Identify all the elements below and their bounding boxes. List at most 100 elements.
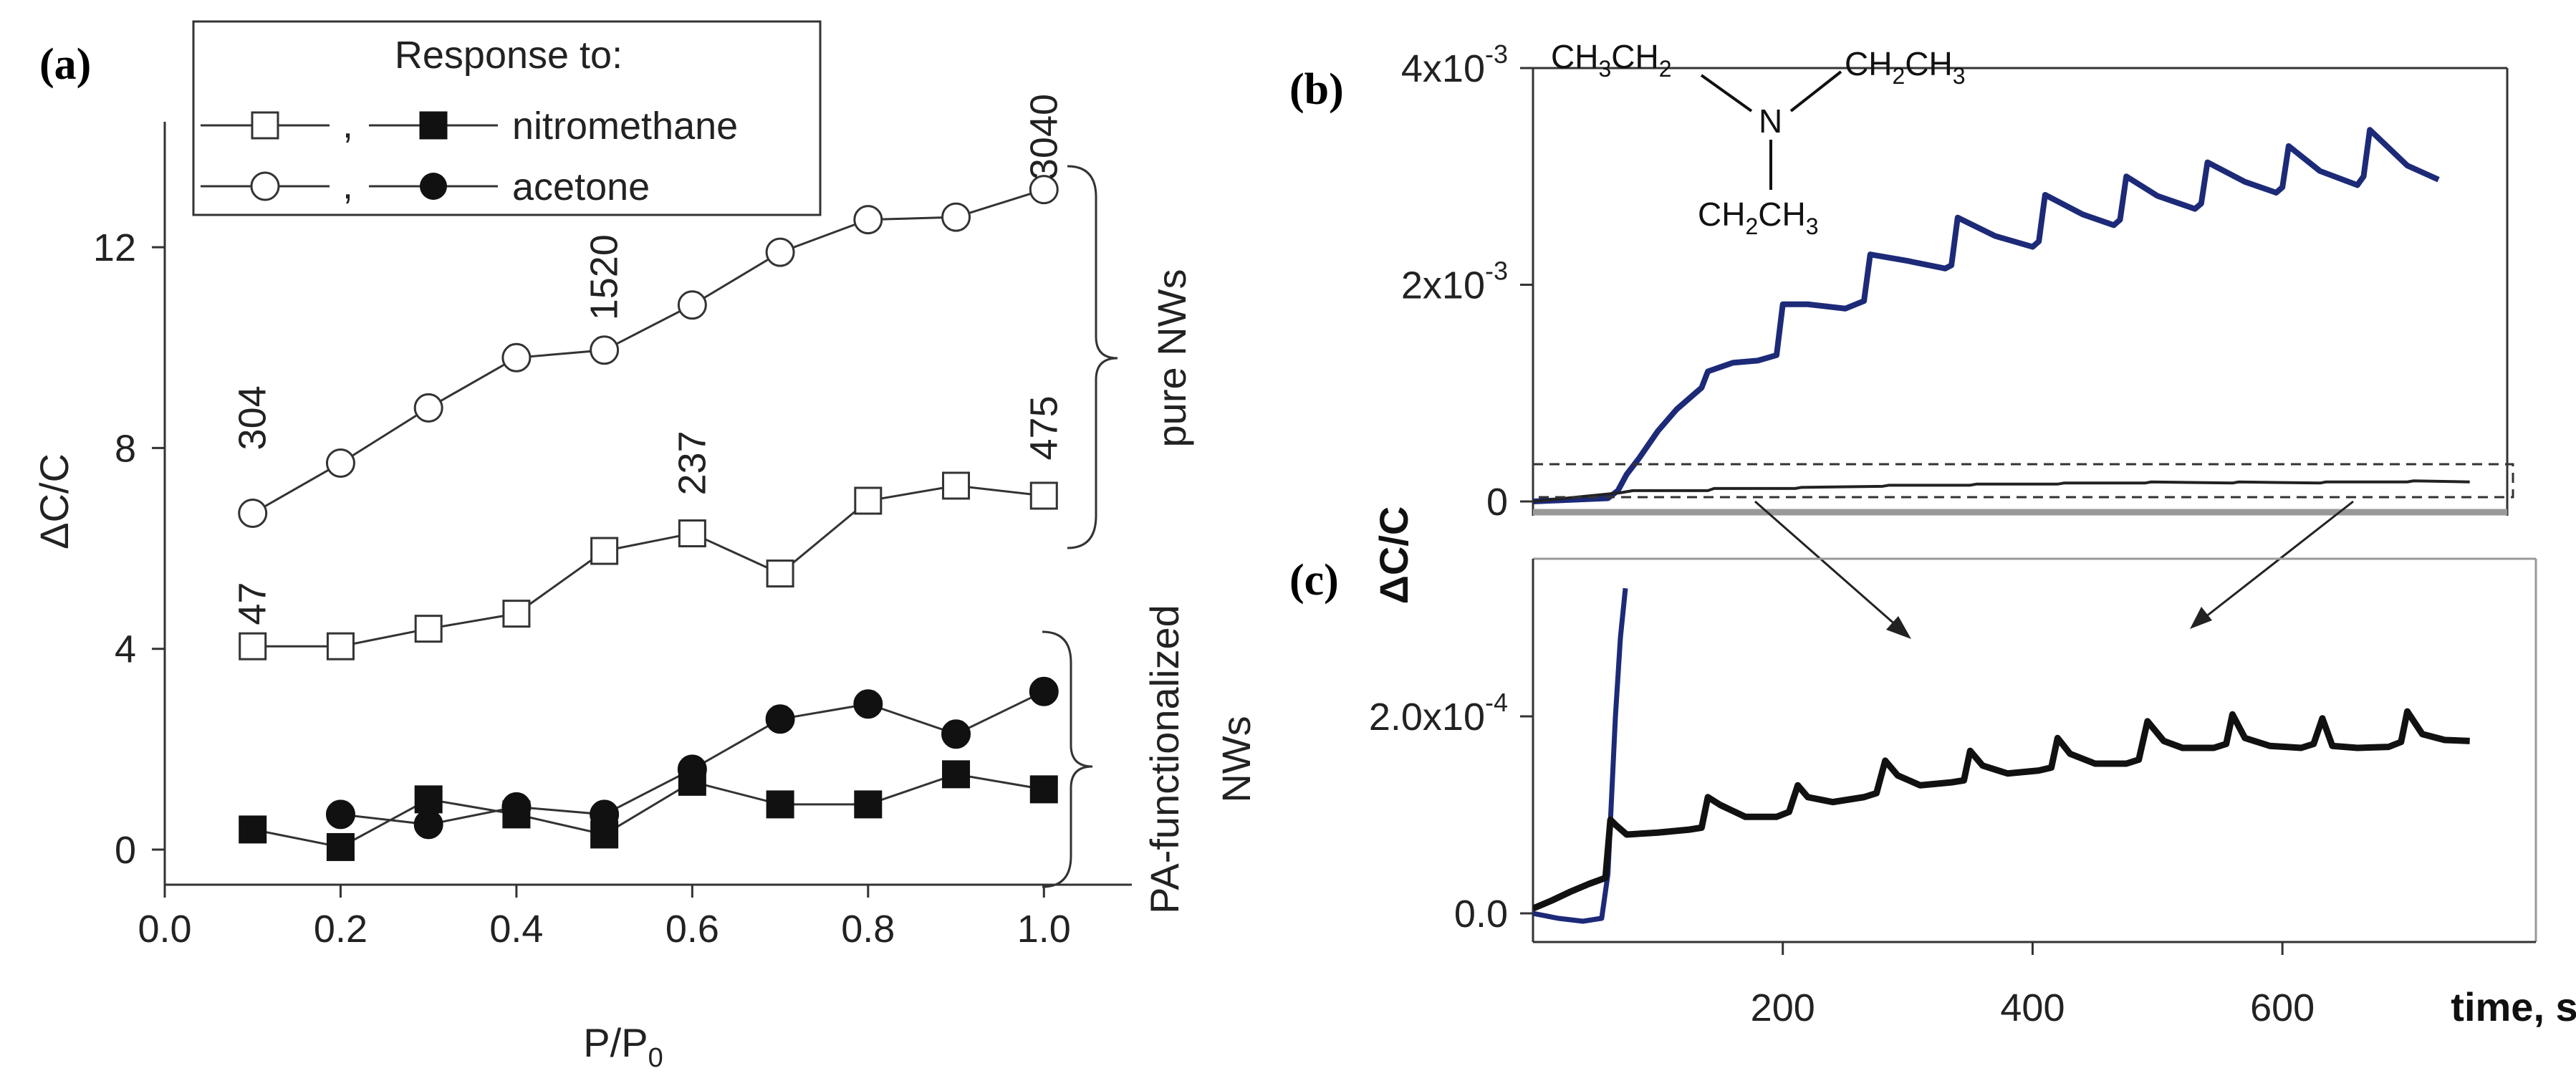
legend-marker-open-square: [251, 111, 279, 140]
annotation-label: 47: [231, 582, 274, 625]
data-point-open-square: [502, 600, 531, 628]
panel-b-y-label: ΔC/C: [1371, 506, 1416, 605]
chem-bond-right: [1789, 70, 1842, 112]
zoom-region-box: [1532, 463, 2514, 499]
panel-c-x-ticks: 200 400 600: [1751, 942, 2315, 1029]
zoom-arrow-left: [1754, 500, 1903, 632]
data-point-open-square: [678, 519, 706, 548]
panel-a-x-label: P/P0: [583, 1020, 663, 1073]
chem-group-right: CH2CH3: [1845, 45, 1966, 89]
bracket-pure-nws: [1067, 165, 1118, 549]
panel-c-y-tick-label: 0.0: [1454, 893, 1508, 936]
panel-c: (c) 0.0 2.0x10-4 200 400 600 time, s: [1289, 556, 2576, 1029]
data-point-open-circle: [765, 237, 795, 267]
legend-marker-open-circle: [250, 171, 280, 201]
panel-c-y-tick-label: 2.0x10-4: [1369, 688, 1508, 739]
panel-a-x-ticks: 0.0 0.2 0.4 0.6 0.8 1.0: [138, 885, 1071, 951]
legend-sep-1: ,: [342, 103, 353, 146]
data-point-open-square: [854, 486, 883, 515]
tick-base: 0.0: [1454, 893, 1508, 936]
panel-a-y-label: ΔC/C: [32, 453, 77, 549]
panel-a-x-label-sub: 0: [648, 1043, 663, 1073]
panel-a-x-tick-label: 0.0: [138, 908, 191, 951]
data-point-open-circle: [677, 290, 707, 320]
trace-pure-nws: [1532, 127, 2440, 504]
panel-a-series: [238, 175, 1059, 861]
legend-frame: [192, 20, 822, 216]
data-point-open-square: [766, 559, 794, 588]
data-point-filled-square: [766, 790, 794, 819]
data-point-filled-circle: [325, 799, 355, 830]
series-line-1: [252, 484, 1044, 648]
panel-c-label: (c): [1289, 556, 1339, 605]
panel-c-x-tick-label: 600: [2250, 986, 2315, 1029]
panel-c-series: [1533, 587, 2470, 924]
data-point-filled-square: [942, 760, 971, 789]
panel-a-y-tick-label: 0: [115, 829, 136, 872]
chem-nitrogen: N: [1759, 102, 1782, 140]
series-line-0: [251, 188, 1044, 514]
data-point-open-circle: [590, 335, 620, 365]
data-point-filled-circle: [413, 809, 443, 840]
data-point-open-circle: [238, 499, 268, 529]
trace-pa-functionalized-nws-zoom: [1533, 708, 2470, 912]
annotation-label: 1520: [583, 234, 626, 320]
data-point-open-square: [239, 632, 267, 660]
data-point-filled-square: [1029, 775, 1058, 804]
panel-b-label: (b): [1289, 65, 1344, 114]
trace-pure-nws-zoom: [1533, 587, 1628, 924]
panel-a-x-tick-label: 1.0: [1017, 908, 1071, 951]
panel-a-x-label-main: P/P: [583, 1020, 648, 1065]
panel-a-annotations: 3040 1520 304 237 475 47: [231, 94, 1066, 625]
bracket-pa-functionalized: [1042, 630, 1093, 888]
tick-base: 4x10: [1401, 47, 1485, 90]
zoom-arrow-left-head: [1886, 616, 1911, 639]
data-point-filled-circle: [853, 689, 883, 719]
panel-c-x-tick-label: 200: [1751, 986, 1815, 1029]
panel-a-y-tick-label: 12: [93, 226, 136, 269]
panel-b-y-tick-label: 0: [1486, 481, 1508, 524]
data-point-open-circle: [941, 202, 971, 232]
data-point-open-circle: [501, 342, 532, 373]
data-point-open-square: [590, 537, 619, 565]
zoom-arrows: [1754, 500, 2354, 639]
chem-bond-left: [1700, 74, 1753, 112]
legend-label-acetone: acetone: [512, 165, 650, 208]
data-point-filled-square: [854, 790, 883, 819]
data-point-filled-square: [678, 767, 706, 796]
data-point-filled-square: [239, 815, 267, 844]
panel-a-x-tick-label: 0.8: [841, 908, 895, 951]
data-point-open-square: [326, 632, 355, 660]
chem-group-left: CH3CH2: [1551, 38, 1672, 82]
panel-b-y-tick-label: 4x10-3: [1401, 39, 1508, 90]
legend-sep-2: ,: [342, 164, 353, 207]
data-point-filled-square: [414, 785, 443, 814]
panel-c-x-tick-label: 400: [2000, 986, 2065, 1029]
tick-exponent: -3: [1485, 256, 1508, 286]
bracket-label-pa-functionalized-2: NWs: [1213, 716, 1259, 802]
data-point-filled-circle: [1029, 676, 1059, 706]
zoom-arrow-right: [2198, 500, 2354, 623]
annotation-label: 3040: [1022, 94, 1065, 180]
data-point-open-square: [1029, 481, 1058, 510]
legend-marker-filled-circle: [420, 173, 447, 200]
data-point-filled-square: [326, 832, 355, 861]
annotation-label: 475: [1022, 395, 1065, 460]
legend-marker-filled-square: [419, 111, 448, 140]
triethylamine-structure: CH3CH2 N CH2CH3 CH2CH3: [1551, 38, 1966, 239]
data-point-open-circle: [325, 448, 355, 478]
trace-pa-functionalized-nws: [1532, 479, 2470, 503]
panel-c-y-ticks: 0.0 2.0x10-4: [1369, 688, 1533, 936]
legend-label-nitromethane: nitromethane: [512, 105, 738, 148]
data-point-open-square: [414, 615, 443, 643]
panel-a-y-tick-label: 8: [115, 427, 136, 470]
data-point-filled-circle: [765, 704, 795, 734]
bracket-label-pa-functionalized-1: PA-functionalized: [1142, 605, 1187, 914]
panel-a-legend: Response to: , nitromethane , acetone: [192, 20, 822, 216]
data-point-open-circle: [853, 205, 883, 235]
annotation-label: 304: [231, 385, 274, 450]
